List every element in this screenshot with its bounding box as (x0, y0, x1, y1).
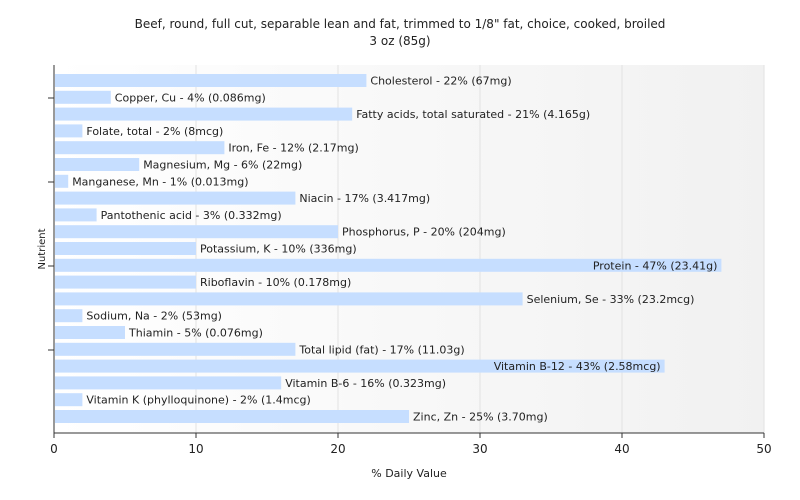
bar-series (55, 74, 722, 423)
bar (55, 74, 367, 87)
x-tick-label: 40 (614, 442, 629, 456)
bar-label: Cholesterol - 22% (67mg) (370, 75, 511, 88)
bar-labels: Cholesterol - 22% (67mg) Copper, Cu - 4% … (72, 75, 717, 424)
bar (55, 141, 225, 155)
bar (55, 376, 282, 390)
bar-label: Copper, Cu - 4% (0.086mg) (115, 91, 266, 104)
bar (55, 124, 83, 138)
x-tick-label: 20 (330, 442, 345, 456)
bar (55, 359, 665, 373)
x-tick-label: 30 (472, 442, 487, 456)
bar-label: Phosphorus, P - 20% (204mg) (342, 226, 506, 239)
chart-title: Beef, round, full cut, separable lean an… (135, 17, 666, 31)
bar (55, 258, 722, 272)
bar-label: Zinc, Zn - 25% (3.70mg) (413, 411, 548, 424)
x-tick-label: 0 (50, 442, 58, 456)
x-axis-label: % Daily Value (371, 467, 447, 480)
bar (55, 208, 97, 222)
bar (55, 90, 111, 104)
bar-label: Folate, total - 2% (8mcg) (86, 125, 223, 138)
bar-label: Vitamin B-12 - 43% (2.58mcg) (494, 360, 661, 373)
x-tick-label: 50 (756, 442, 771, 456)
bar-label: Riboflavin - 10% (0.178mg) (200, 276, 351, 289)
bar-label: Potassium, K - 10% (336mg) (200, 243, 357, 256)
bar-label: Vitamin B-6 - 16% (0.323mg) (285, 377, 446, 390)
bar (55, 275, 196, 289)
y-axis-label: Nutrient (37, 228, 48, 269)
bar (55, 326, 125, 339)
bar-label: Sodium, Na - 2% (53mg) (86, 310, 222, 323)
bar-label: Protein - 47% (23.41g) (593, 259, 718, 272)
bar (55, 242, 196, 255)
bar-label: Vitamin K (phylloquinone) - 2% (1.4mcg) (86, 394, 310, 407)
bar-label: Total lipid (fat) - 17% (11.03g) (298, 343, 464, 356)
bar-label: Iron, Fe - 12% (2.17mg) (228, 142, 358, 155)
bar (55, 225, 338, 239)
bar-label: Selenium, Se - 33% (23.2mcg) (527, 293, 695, 306)
bar (55, 309, 83, 323)
x-axis-ticks: 0 10 20 30 40 50 (50, 433, 772, 456)
bar-label: Pantothenic acid - 3% (0.332mg) (101, 209, 282, 222)
bar (55, 174, 69, 188)
bar (55, 158, 140, 171)
bar-label: Fatty acids, total saturated - 21% (4.16… (356, 108, 590, 121)
bar-label: Niacin - 17% (3.417mg) (299, 192, 430, 205)
bar-label: Magnesium, Mg - 6% (22mg) (143, 159, 302, 172)
bar (55, 107, 353, 121)
bar (55, 342, 296, 356)
bar (55, 292, 523, 306)
bar-label: Thiamin - 5% (0.076mg) (128, 327, 263, 340)
bar (55, 393, 83, 407)
bar-label: Manganese, Mn - 1% (0.013mg) (72, 175, 248, 188)
bar (55, 410, 409, 423)
x-tick-label: 10 (188, 442, 203, 456)
y-axis-ticks (48, 97, 54, 351)
bar (55, 191, 296, 205)
chart-subtitle: 3 oz (85g) (369, 34, 430, 48)
